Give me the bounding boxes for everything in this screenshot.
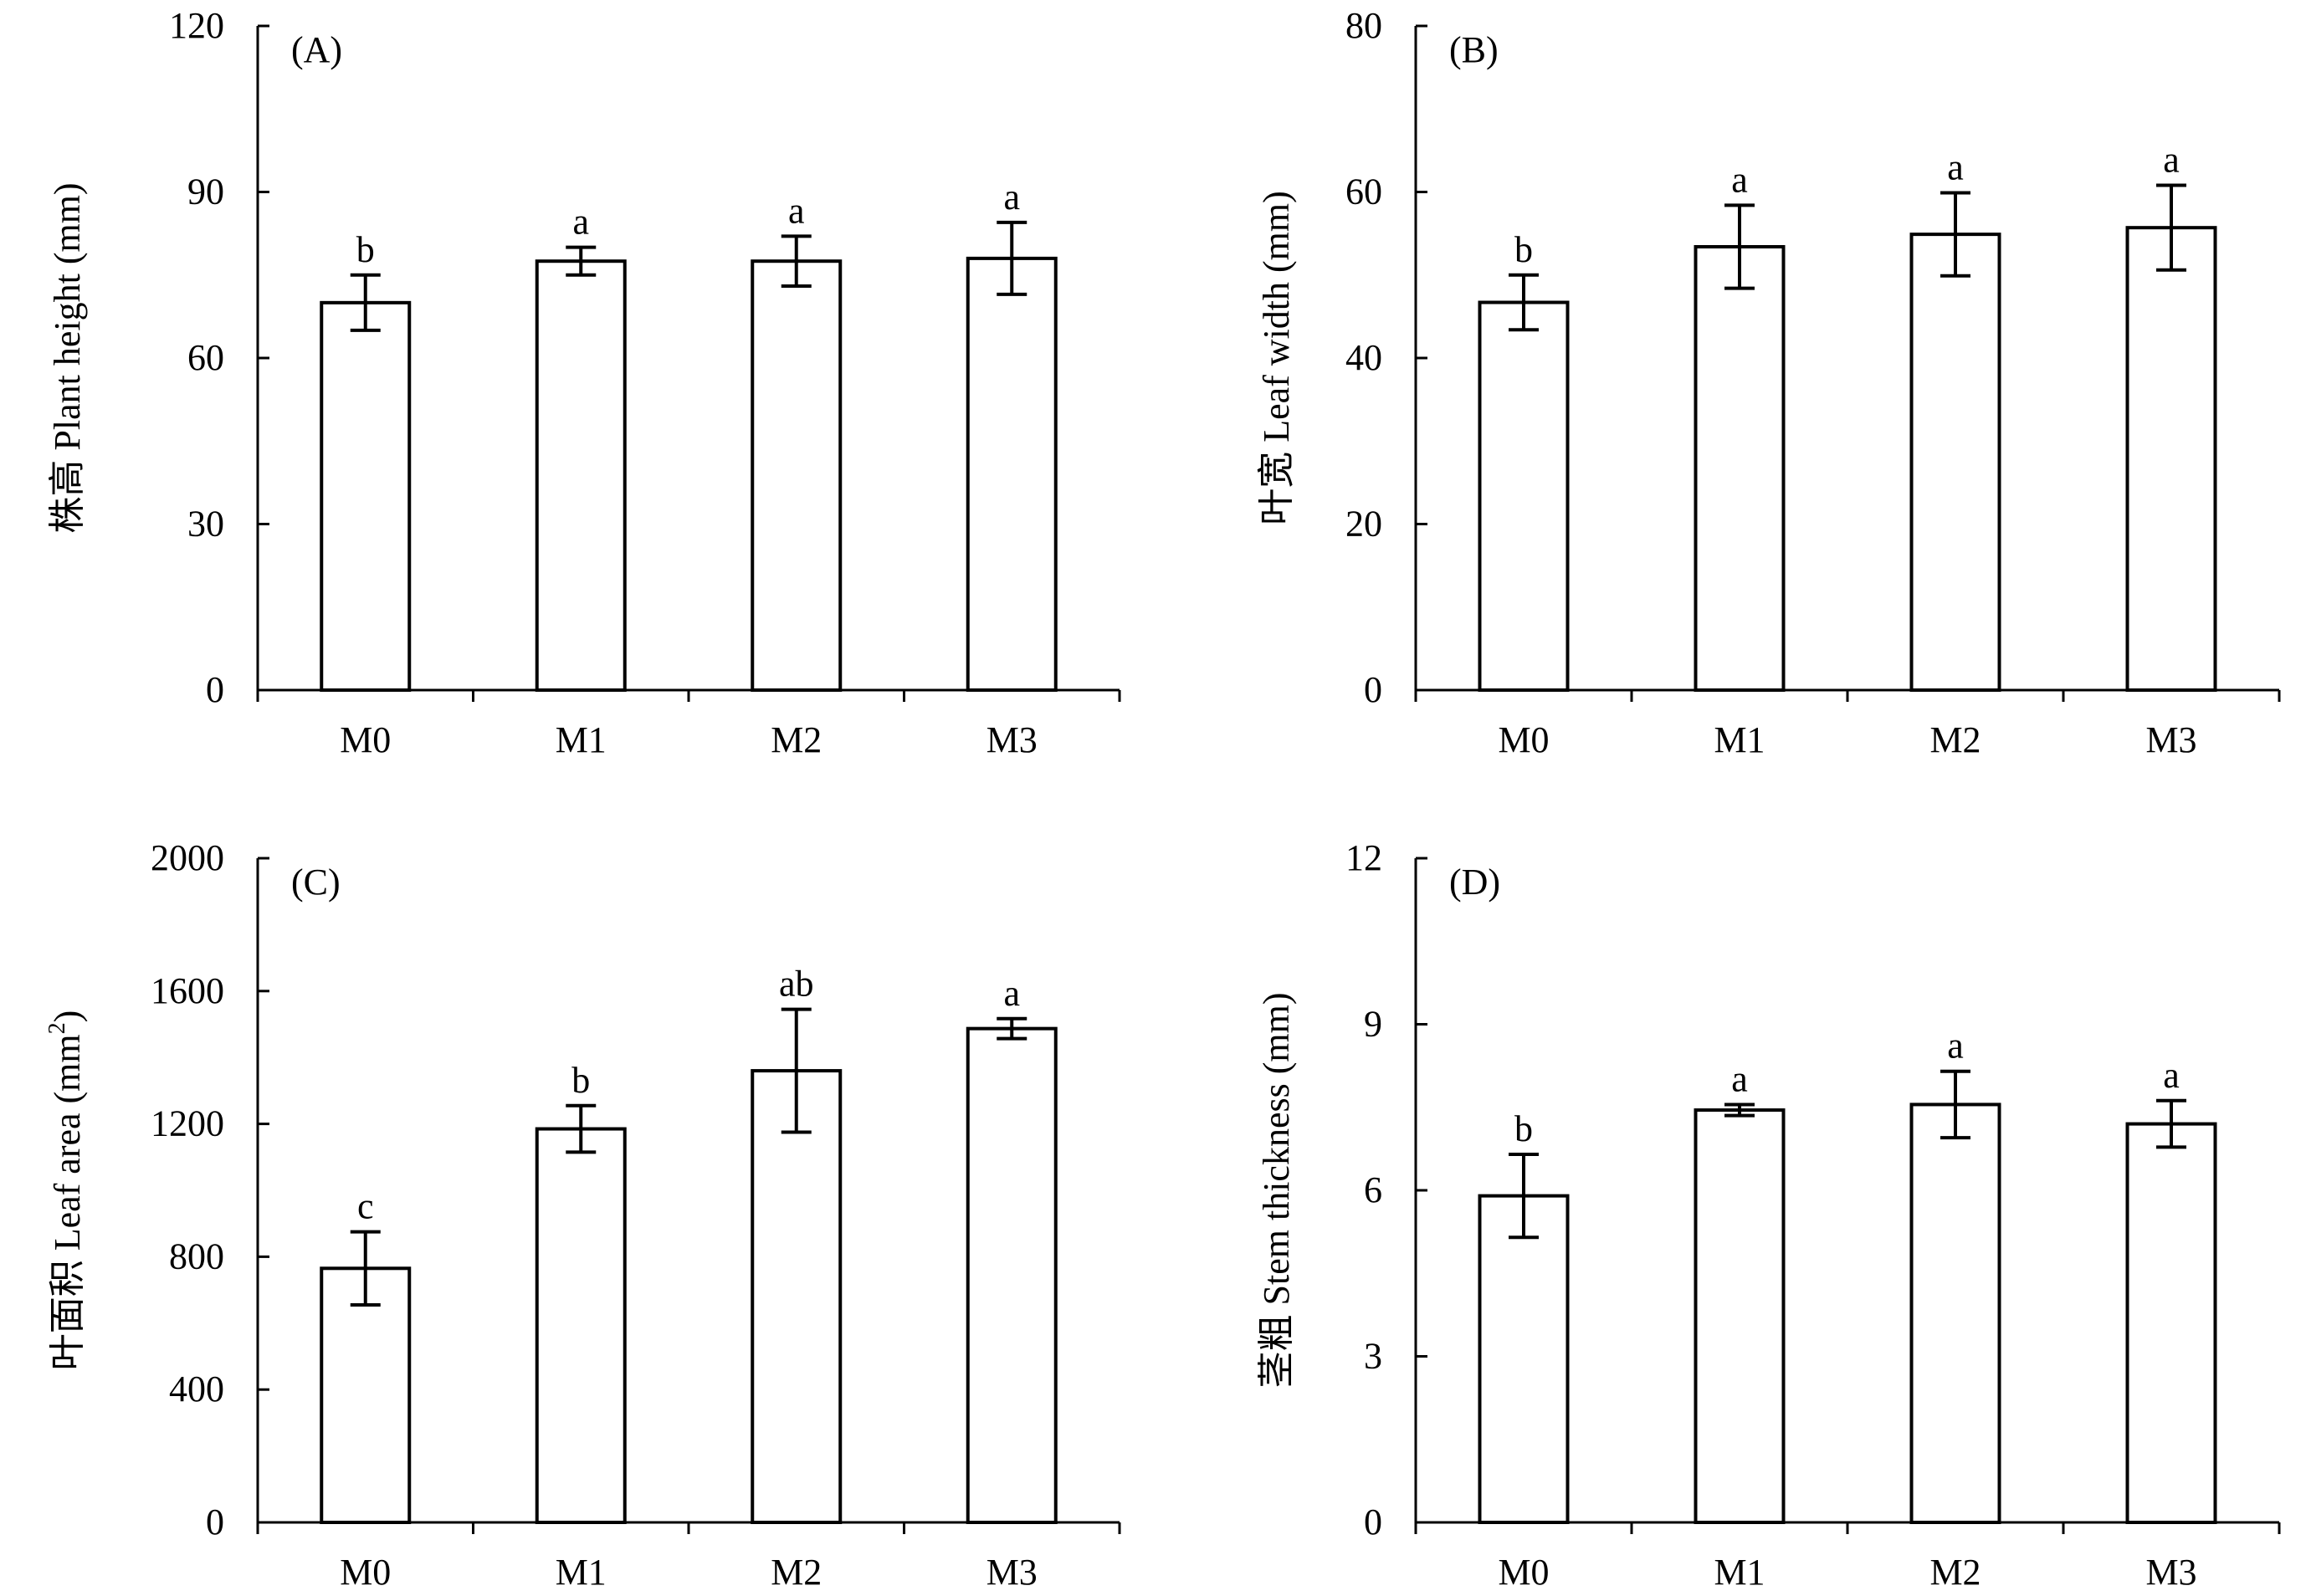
significance-label-b-m3: a <box>2163 140 2180 181</box>
y-tick-label-b-4: 80 <box>1345 5 1382 46</box>
panel-label-c: (C) <box>291 862 341 903</box>
y-tick-label-b-2: 40 <box>1345 337 1382 378</box>
panel-label-b: (B) <box>1449 29 1499 70</box>
y-axis-title-main-d: 茎粗 Stem thickness (mm) <box>1256 993 1297 1389</box>
panel-b: 0 20 40 60 80 b M0 a M1 a M2 a M3 (B) 叶宽 Leaf width (m… <box>1256 5 2281 760</box>
bar-a-m1 <box>535 259 627 693</box>
significance-label-d-m0: b <box>1514 1108 1533 1149</box>
y-tick-label-d-4: 12 <box>1345 837 1382 878</box>
y-axis-title-main-a: 株高 Plant height (mm) <box>47 182 88 533</box>
x-tick-label-d-m1: M1 <box>1714 1552 1765 1593</box>
bar-b-m3 <box>2125 226 2217 692</box>
y-tick-label-b-1: 20 <box>1345 504 1382 545</box>
y-tick-label-a-0: 0 <box>206 669 224 710</box>
y-tick-label-c-0: 0 <box>206 1501 224 1542</box>
bar-d-m0 <box>1478 1194 1570 1525</box>
x-tick-label-c-m2: M2 <box>771 1552 822 1593</box>
significance-label-a-m0: b <box>356 229 375 270</box>
y-tick-label-a-4: 120 <box>169 5 224 46</box>
bar-c-m1 <box>535 1127 627 1525</box>
significance-label-a-m1: a <box>572 202 589 243</box>
y-tick-label-c-1: 400 <box>169 1368 224 1409</box>
significance-label-d-m2: a <box>1947 1026 1964 1067</box>
x-tick-label-a-m2: M2 <box>771 719 822 760</box>
x-tick-label-a-m3: M3 <box>986 719 1038 760</box>
y-tick-label-d-3: 9 <box>1364 1004 1382 1045</box>
y-tick-label-a-3: 90 <box>187 171 224 212</box>
y-tick-label-d-1: 3 <box>1364 1336 1382 1377</box>
y-tick-label-c-4: 1600 <box>151 970 224 1011</box>
bar-a-m3 <box>966 256 1058 692</box>
panel-c: 0 400 800 1200 1600 2000 c M0 b M1 ab M2 a M3 (C) 叶面积 L… <box>44 837 1121 1593</box>
x-tick-label-d-m0: M0 <box>1498 1552 1549 1593</box>
y-axis-title-a: 株高 Plant height (mm) <box>47 182 88 533</box>
significance-label-d-m3: a <box>2163 1055 2180 1096</box>
x-tick-label-b-m1: M1 <box>1714 719 1765 760</box>
y-axis-title-d: 茎粗 Stem thickness (mm) <box>1256 993 1297 1389</box>
significance-label-b-m1: a <box>1731 159 1748 200</box>
y-axis-title-superscript-c: 2 <box>44 1022 70 1034</box>
bar-a-m0 <box>320 300 412 692</box>
x-tick-label-d-m3: M3 <box>2145 1552 2196 1593</box>
y-tick-label-c-2: 800 <box>169 1235 224 1276</box>
x-tick-label-b-m0: M0 <box>1498 719 1549 760</box>
significance-label-d-m1: a <box>1731 1058 1748 1099</box>
y-tick-label-a-1: 30 <box>187 504 224 545</box>
x-tick-label-a-m1: M1 <box>556 719 607 760</box>
y-axis-title-b: 叶宽 Leaf width (mm) <box>1256 191 1297 525</box>
x-tick-label-c-m3: M3 <box>986 1552 1038 1593</box>
y-axis-title-suffix-c: ) <box>47 1010 88 1023</box>
x-tick-label-b-m2: M2 <box>1929 719 1981 760</box>
x-tick-label-a-m0: M0 <box>340 719 391 760</box>
panel-label-d: (D) <box>1449 862 1500 903</box>
significance-label-c-m1: b <box>571 1060 590 1101</box>
bar-c-m3 <box>966 1026 1058 1524</box>
bar-d-m1 <box>1694 1108 1786 1525</box>
panel-a: 0 30 60 90 120 b M0 a M1 a M2 a M3 (A) 株高 Plant height… <box>47 5 1121 760</box>
x-tick-label-c-m0: M0 <box>340 1552 391 1593</box>
bar-b-m1 <box>1694 245 1786 692</box>
bar-b-m2 <box>1909 233 2001 692</box>
y-axis-title-main-c: 叶面积 Leaf area (mm <box>47 1034 88 1370</box>
y-tick-label-c-5: 2000 <box>151 837 224 878</box>
x-tick-label-c-m1: M1 <box>556 1552 607 1593</box>
y-tick-label-c-3: 1200 <box>151 1103 224 1144</box>
significance-label-b-m0: b <box>1514 229 1533 270</box>
significance-label-a-m2: a <box>788 190 805 231</box>
y-axis-title-c: 叶面积 Leaf area (mm2) <box>44 1010 88 1371</box>
x-tick-label-b-m3: M3 <box>2145 719 2196 760</box>
bar-c-m2 <box>751 1069 843 1524</box>
bar-b-m0 <box>1478 300 1570 692</box>
y-axis-title-main-b: 叶宽 Leaf width (mm) <box>1256 191 1297 525</box>
y-tick-label-d-2: 6 <box>1364 1169 1382 1210</box>
panel-d: 0 3 6 9 12 b M0 a M1 a M2 a M3 (D) 茎粗 Stem thickness (… <box>1256 837 2281 1593</box>
y-tick-label-d-0: 0 <box>1364 1501 1382 1542</box>
bar-d-m3 <box>2125 1122 2217 1524</box>
bar-d-m2 <box>1909 1102 2001 1524</box>
bar-a-m2 <box>751 259 843 693</box>
significance-label-c-m3: a <box>1003 973 1020 1014</box>
y-tick-label-b-0: 0 <box>1364 669 1382 710</box>
y-tick-label-b-3: 60 <box>1345 171 1382 212</box>
significance-label-c-m0: c <box>357 1186 374 1227</box>
panel-label-a: (A) <box>291 29 342 70</box>
significance-label-b-m2: a <box>1947 146 1964 187</box>
y-tick-label-a-2: 60 <box>187 337 224 378</box>
significance-label-c-m2: ab <box>779 964 814 1005</box>
x-tick-label-d-m2: M2 <box>1929 1552 1981 1593</box>
significance-label-a-m3: a <box>1003 176 1020 217</box>
